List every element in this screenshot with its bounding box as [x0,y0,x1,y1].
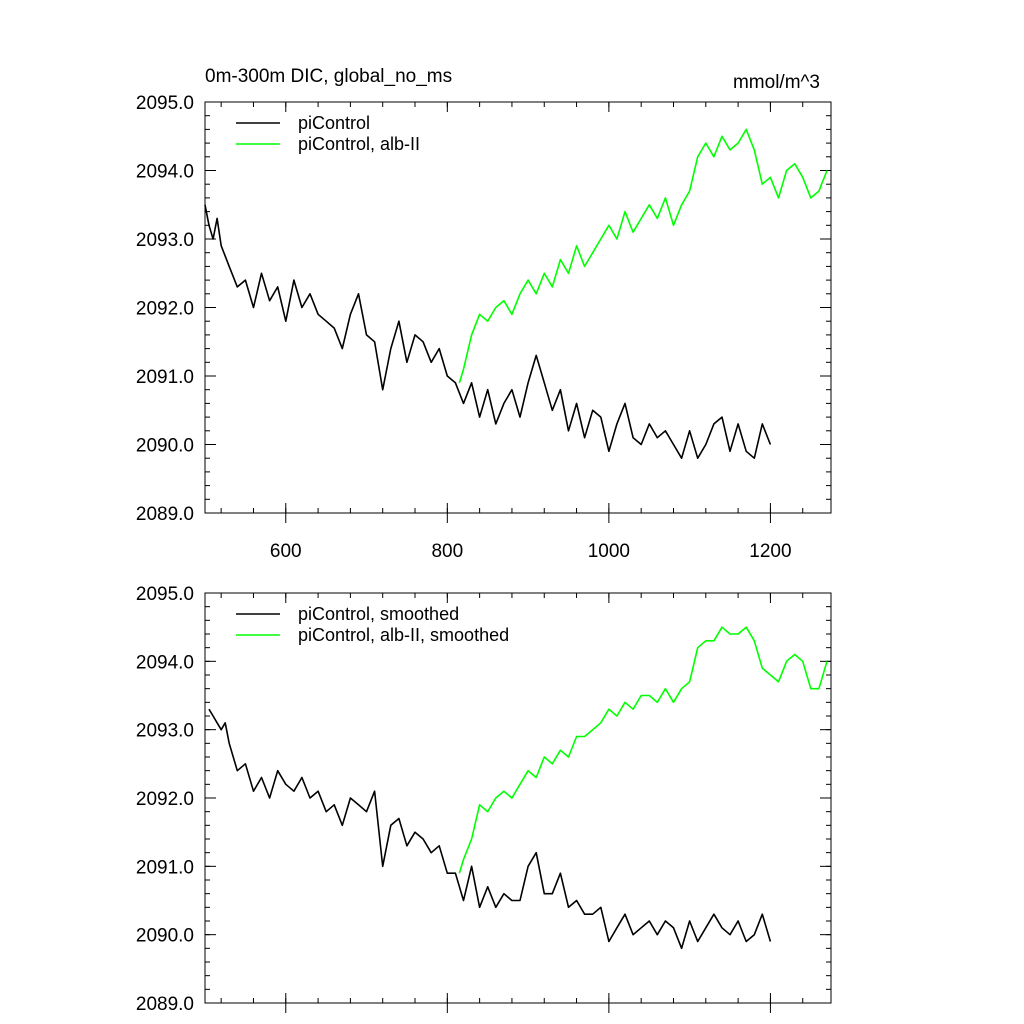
legend-label: piControl [298,113,370,133]
y-tick-label: 2090.0 [136,436,194,457]
plot-frame [204,101,832,514]
x-tick-label: 800 [431,541,463,562]
top-panel: 600 800 1000 1200 2089.0 2090.0 2091.0 2092.0 20… [136,93,832,562]
series-line-1 [458,128,828,384]
bottom-panel: 2089.0 2090.0 2091.0 2092.0 2093.0 2094.0 2095… [136,584,832,1015]
y-tick-label: 2090.0 [136,926,194,947]
units-label: mmol/m^3 [733,72,820,93]
y-tick-label: 2089.0 [136,504,194,525]
y-tick-label: 2091.0 [136,857,194,878]
plot-frame [204,592,832,1004]
y-tick-label: 2093.0 [136,721,194,742]
y-tick-label: 2089.0 [136,994,194,1015]
series-line-0 [204,204,772,460]
y-tick-label: 2095.0 [136,584,194,605]
y-tick-label: 2092.0 [136,789,194,810]
y-tick-label: 2091.0 [136,367,194,388]
legend-label: piControl, alb-II [298,134,420,154]
y-tick-label: 2093.0 [136,230,194,251]
y-tick-label: 2092.0 [136,299,194,320]
y-tick-label: 2094.0 [136,162,194,183]
series-line-1 [458,626,828,874]
x-tick-label: 1200 [749,541,791,562]
y-tick-label: 2095.0 [136,93,194,114]
legend-label: piControl, alb-II, smoothed [298,625,509,645]
series-line-0 [208,708,772,950]
x-tick-label: 1000 [588,541,630,562]
chart-title: 0m-300m DIC, global_no_ms [205,66,452,87]
y-tick-label: 2094.0 [136,652,194,673]
x-tick-label: 600 [270,541,302,562]
legend-label: piControl, smoothed [298,604,459,624]
